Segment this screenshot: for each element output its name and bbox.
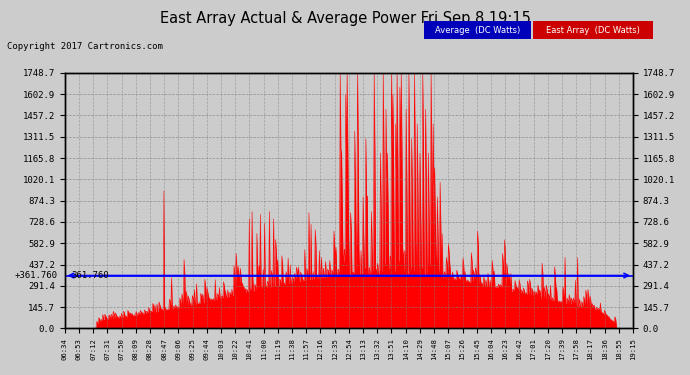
Text: East Array  (DC Watts): East Array (DC Watts)	[546, 26, 640, 35]
Text: East Array Actual & Average Power Fri Sep 8 19:15: East Array Actual & Average Power Fri Se…	[159, 11, 531, 26]
Text: 361.760: 361.760	[72, 271, 110, 280]
Text: Average  (DC Watts): Average (DC Watts)	[435, 26, 520, 35]
Text: +361.760: +361.760	[14, 271, 57, 280]
Text: Copyright 2017 Cartronics.com: Copyright 2017 Cartronics.com	[7, 42, 163, 51]
